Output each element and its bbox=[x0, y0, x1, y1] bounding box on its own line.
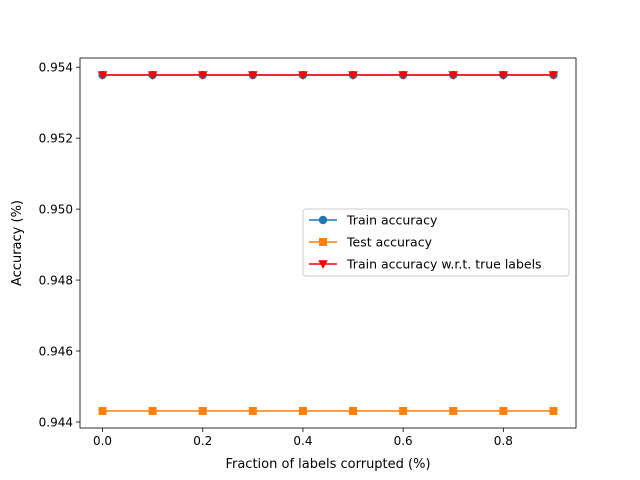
data-point bbox=[148, 406, 157, 415]
y-tick-label: 0.946 bbox=[39, 345, 73, 359]
y-tick-label: 0.950 bbox=[39, 203, 73, 217]
y-tick-label: 0.944 bbox=[39, 415, 73, 429]
legend-item: Test accuracy bbox=[309, 235, 433, 250]
x-tick-label: 0.0 bbox=[93, 434, 112, 448]
data-point bbox=[248, 71, 258, 80]
legend-label: Train accuracy bbox=[346, 213, 438, 228]
y-tick-label: 0.952 bbox=[39, 132, 73, 146]
data-point bbox=[147, 71, 158, 80]
data-point bbox=[98, 406, 107, 415]
axes-frame bbox=[79, 57, 577, 429]
data-point bbox=[449, 406, 458, 415]
x-tick-label: 0.8 bbox=[494, 434, 513, 448]
data-point bbox=[549, 406, 558, 415]
series-3 bbox=[97, 71, 559, 80]
data-point bbox=[448, 71, 459, 80]
legend-label: Test accuracy bbox=[346, 235, 433, 250]
y-tick-label: 0.948 bbox=[39, 274, 73, 288]
legend-marker bbox=[318, 215, 328, 225]
data-point bbox=[197, 71, 208, 80]
data-point bbox=[548, 71, 559, 80]
series-layer bbox=[97, 70, 559, 415]
x-tick-label: 0.6 bbox=[394, 434, 413, 448]
data-point bbox=[97, 71, 108, 80]
data-point bbox=[198, 406, 207, 415]
data-point bbox=[498, 71, 509, 80]
data-point bbox=[349, 406, 358, 415]
legend-box bbox=[302, 208, 570, 277]
x-axis-label: Fraction of labels corrupted (%) bbox=[225, 457, 430, 472]
legend-item: Train accuracy w.r.t. true labels bbox=[309, 257, 542, 272]
y-axis-label: Accuracy (%) bbox=[10, 200, 25, 286]
data-point bbox=[348, 71, 358, 80]
data-point bbox=[248, 406, 257, 415]
data-point bbox=[298, 71, 308, 80]
x-tick-label: 0.2 bbox=[193, 434, 212, 448]
data-point bbox=[499, 406, 508, 415]
y-axis-ticks: 0.944 0.946 0.948 0.950 0.952 0.954 bbox=[39, 61, 80, 429]
legend-marker bbox=[318, 260, 328, 269]
series-2 bbox=[98, 406, 558, 415]
data-point bbox=[398, 71, 408, 80]
data-point bbox=[399, 406, 408, 415]
x-axis-ticks: 0.0 0.2 0.4 0.6 0.8 bbox=[93, 428, 513, 448]
data-point bbox=[298, 406, 307, 415]
x-tick-label: 0.4 bbox=[293, 434, 312, 448]
y-tick-label: 0.954 bbox=[39, 61, 73, 75]
legend-marker bbox=[319, 238, 327, 246]
legend-item: Train accuracy bbox=[309, 213, 438, 228]
legend-label: Train accuracy w.r.t. true labels bbox=[346, 257, 542, 272]
legend: Train accuracy Test accuracy Train accurac… bbox=[302, 208, 570, 277]
